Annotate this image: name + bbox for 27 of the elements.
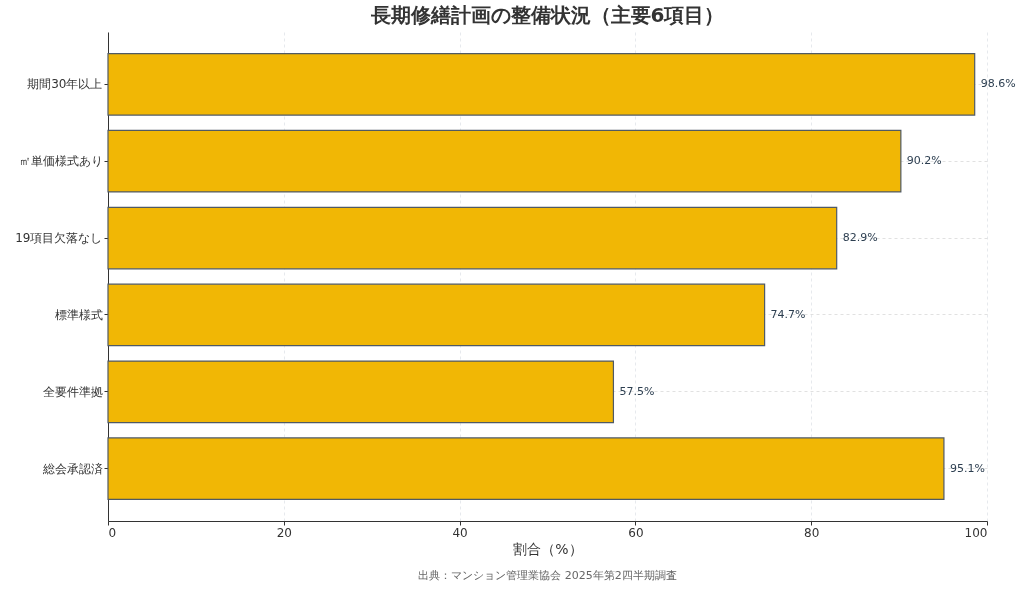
data-label: 95.1%	[949, 461, 985, 475]
data-label: 98.6%	[980, 77, 1016, 91]
bar	[107, 437, 945, 501]
x-tick-label: 80	[804, 525, 820, 540]
y-tick-label: ㎡単価様式あり	[18, 154, 103, 169]
y-tick-label: 総会承認済	[41, 461, 103, 476]
bar	[107, 283, 766, 347]
x-tick-label: 40	[452, 525, 468, 540]
y-tick-label: 期間30年以上	[27, 77, 103, 92]
bar	[107, 52, 976, 116]
bar	[107, 206, 838, 270]
data-label: 57.5%	[619, 384, 655, 398]
bar	[107, 129, 902, 193]
y-tick-label: 標準様式	[54, 307, 103, 322]
bar	[107, 360, 615, 424]
x-tick-label: 100	[964, 525, 988, 540]
data-label: 74.7%	[770, 307, 806, 321]
chart-title: 長期修繕計画の整備状況（主要6項目）	[369, 3, 725, 27]
data-label: 82.9%	[842, 231, 878, 245]
x-tick-label: 20	[276, 525, 292, 540]
source-note: 出典：マンション管理業協会 2025年第2四半期調査	[418, 569, 677, 582]
data-label: 90.2%	[906, 154, 942, 168]
x-tick-label: 0	[108, 525, 117, 540]
y-tick-label: 全要件準拠	[42, 384, 103, 399]
x-tick-label: 60	[628, 525, 644, 540]
x-axis-title: 割合（%）	[513, 540, 583, 557]
y-tick-label: 19項目欠落なし	[15, 231, 103, 246]
